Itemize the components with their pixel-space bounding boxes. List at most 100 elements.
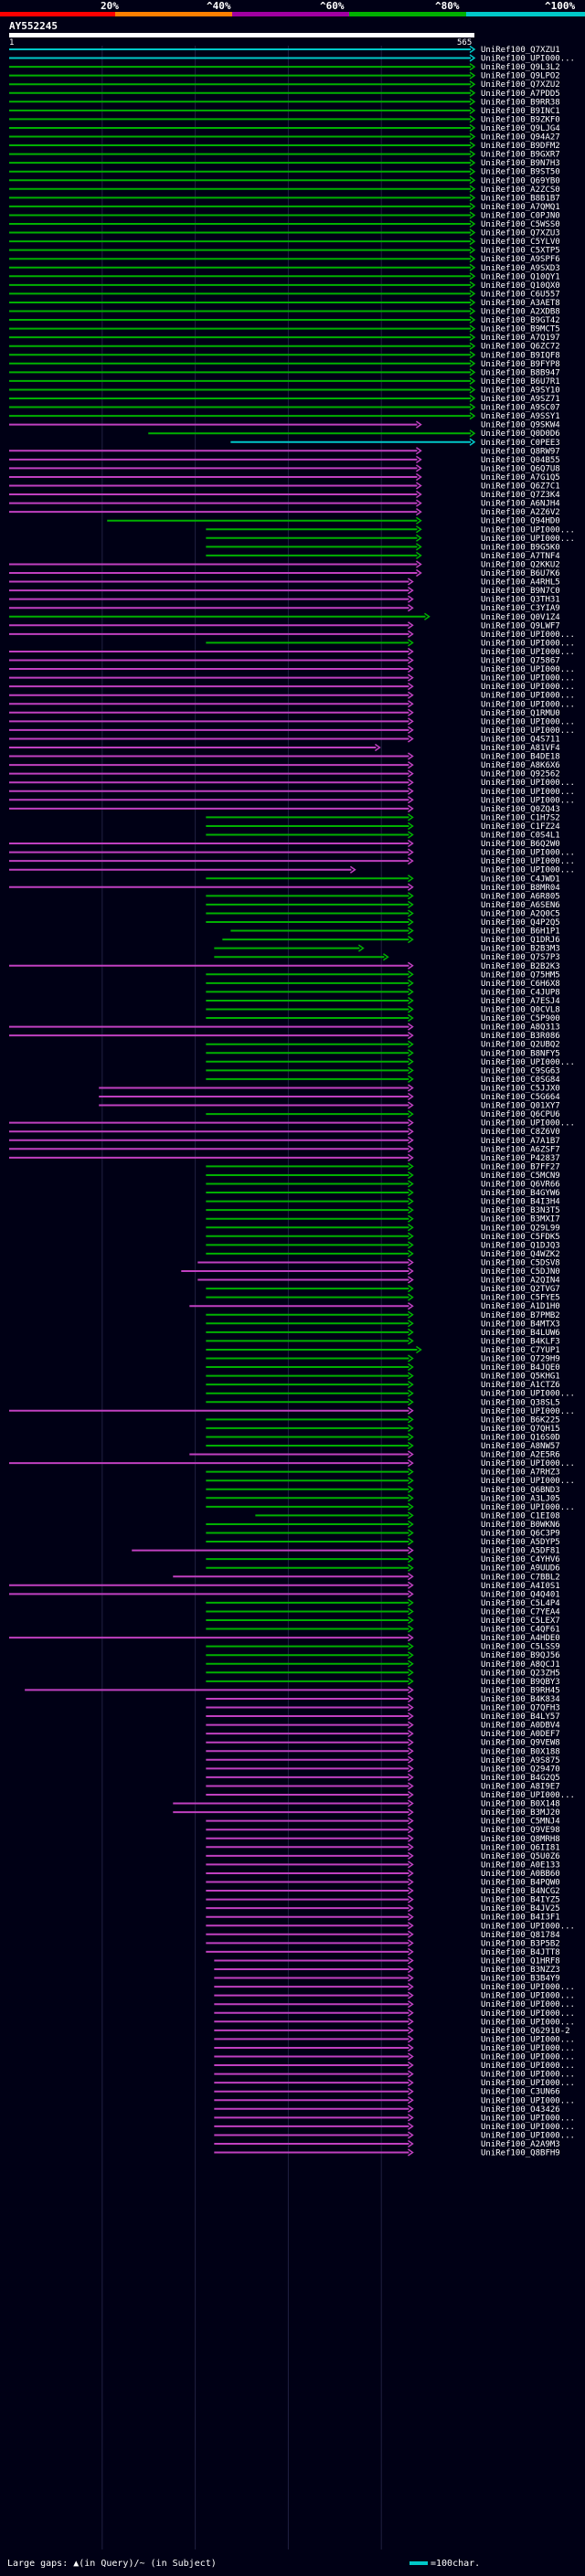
hit-label[interactable]: UniRef100_UPI000... [481,674,575,684]
hit-label[interactable]: UniRef100_B9ZKF0 [481,115,560,124]
hit-label[interactable]: UniRef100_C0PJN0 [481,211,560,220]
hit-label[interactable]: UniRef100_Q6Q7U8 [481,464,560,473]
hit-label[interactable]: UniRef100_B9INC1 [481,107,560,116]
hit-label[interactable]: UniRef100_UPI000... [481,857,575,866]
hit-label[interactable]: UniRef100_C5DJN0 [481,1267,560,1277]
hit-label[interactable]: UniRef100_Q6Z7C1 [481,482,560,492]
hit-label[interactable]: UniRef100_A9SY10 [481,386,560,395]
hit-label[interactable]: UniRef100_UPI000... [481,639,575,648]
hit-label[interactable]: UniRef100_Q0ZQ43 [481,805,560,814]
hit-label[interactable]: UniRef100_B2B3M3 [481,945,560,954]
hit-label[interactable]: UniRef100_B9ST50 [481,168,560,177]
hit-label[interactable]: UniRef100_B9QBY3 [481,1678,560,1687]
hit-label[interactable]: UniRef100_Q3TH31 [481,596,560,605]
hit-label[interactable]: UniRef100_Q8BFH9 [481,2149,560,2158]
hit-label[interactable]: UniRef100_C5P900 [481,1014,560,1023]
hit-label[interactable]: UniRef100_Q8MRH8 [481,1835,560,1844]
hit-label[interactable]: UniRef100_A6R805 [481,892,560,901]
hit-label[interactable]: UniRef100_B9IQF8 [481,351,560,360]
hit-label[interactable]: UniRef100_A7QMQ1 [481,203,560,212]
hit-label[interactable]: UniRef100_A6SEN6 [481,901,560,910]
hit-label[interactable]: UniRef100_UPI000... [481,2096,575,2105]
hit-label[interactable]: UniRef100_C9SG63 [481,1066,560,1076]
hit-label[interactable]: UniRef100_Q29470 [481,1765,560,1774]
hit-label[interactable]: UniRef100_C5G664 [481,1093,560,1102]
hit-label[interactable]: UniRef100_UPI000... [481,788,575,797]
hit-label[interactable]: UniRef100_A7TNF4 [481,552,560,561]
hit-label[interactable]: UniRef100_A5DYP5 [481,1538,560,1547]
hit-label[interactable]: UniRef100_B7FF27 [481,1162,560,1171]
hit-label[interactable]: UniRef100_B4G2Q5 [481,1774,560,1783]
hit-label[interactable]: UniRef100_B4JTT8 [481,1948,560,1957]
hit-label[interactable]: UniRef100_B7PMB2 [481,1311,560,1320]
hit-label[interactable]: UniRef100_B9RH45 [481,1686,560,1695]
hit-label[interactable]: UniRef100_A4HDE0 [481,1634,560,1643]
hit-label[interactable]: UniRef100_A3AET8 [481,299,560,308]
hit-label[interactable]: UniRef100_Q94A27 [481,133,560,143]
hit-label[interactable]: UniRef100_A6NJH4 [481,500,560,509]
hit-label[interactable]: UniRef100_B4MTX3 [481,1320,560,1329]
hit-label[interactable]: UniRef100_Q7XZU3 [481,229,560,239]
hit-label[interactable]: UniRef100_Q1HRF8 [481,1956,560,1966]
hit-label[interactable]: UniRef100_B2B2K3 [481,962,560,971]
hit-label[interactable]: UniRef100_Q62910-2 [481,2027,570,2036]
hit-label[interactable]: UniRef100_UPI000... [481,683,575,692]
hit-label[interactable]: UniRef100_B3N3T5 [481,1206,560,1215]
hit-label[interactable]: UniRef100_B9MCT5 [481,325,560,334]
hit-label[interactable]: UniRef100_UPI000... [481,2123,575,2132]
hit-label[interactable]: UniRef100_B9N7H3 [481,159,560,168]
hit-label[interactable]: UniRef100_C1FZ24 [481,822,560,832]
hit-label[interactable]: UniRef100_Q10QX0 [481,281,560,291]
hit-label[interactable]: UniRef100_Q7QH15 [481,1425,560,1434]
hit-label[interactable]: UniRef100_UPI000... [481,1791,575,1800]
hit-label[interactable]: UniRef100_C5YLV0 [481,238,560,247]
hit-label[interactable]: UniRef100_B4IYZ5 [481,1896,560,1905]
hit-label[interactable]: UniRef100_A8QCJ1 [481,1660,560,1670]
hit-label[interactable]: UniRef100_C4JWD1 [481,875,560,884]
hit-label[interactable]: UniRef100_C4YHV6 [481,1555,560,1564]
hit-label[interactable]: UniRef100_UPI000... [481,1922,575,1931]
hit-label[interactable]: UniRef100_B0WKN6 [481,1521,560,1530]
hit-label[interactable]: UniRef100_B4JQE0 [481,1363,560,1373]
hit-label[interactable]: UniRef100_Q1RMU0 [481,709,560,718]
hit-label[interactable]: UniRef100_UPI000... [481,779,575,788]
hit-label[interactable]: UniRef100_A7PDD5 [481,90,560,99]
hit-label[interactable]: UniRef100_B9N7C0 [481,587,560,596]
hit-label[interactable]: UniRef100_A2Q0C5 [481,909,560,918]
hit-label[interactable]: UniRef100_B3MXI7 [481,1215,560,1224]
hit-label[interactable]: UniRef100_Q92562 [481,770,560,779]
hit-label[interactable]: UniRef100_UPI000... [481,631,575,640]
hit-label[interactable]: UniRef100_Q75867 [481,657,560,666]
hit-label[interactable]: UniRef100_B9DFM2 [481,142,560,151]
hit-label[interactable]: UniRef100_UPI000... [481,796,575,805]
hit-label[interactable]: UniRef100_UPI000... [481,535,575,544]
hit-label[interactable]: UniRef100_C5MCN9 [481,1171,560,1181]
hit-label[interactable]: UniRef100_Q94HD0 [481,517,560,526]
hit-label[interactable]: UniRef100_C6H6X8 [481,980,560,989]
hit-label[interactable]: UniRef100_A9SC07 [481,404,560,413]
hit-label[interactable]: UniRef100_Q16S0D [481,1433,560,1442]
hit-label[interactable]: UniRef100_Q9VE98 [481,1826,560,1835]
hit-label[interactable]: UniRef100_Q7XZU2 [481,80,560,90]
hit-label[interactable]: UniRef100_Q9LPO2 [481,72,560,81]
hit-label[interactable]: UniRef100_C5JJX0 [481,1084,560,1093]
hit-label[interactable]: UniRef100_A81VF4 [481,744,560,753]
hit-label[interactable]: UniRef100_B3R086 [481,1032,560,1041]
hit-label[interactable]: UniRef100_Q69YB0 [481,176,560,186]
hit-label[interactable]: UniRef100_A4RHL5 [481,578,560,588]
hit-label[interactable]: UniRef100_Q75HM5 [481,970,560,980]
hit-label[interactable]: UniRef100_B4LUW6 [481,1329,560,1338]
hit-label[interactable]: UniRef100_A9UUD6 [481,1564,560,1574]
hit-label[interactable]: UniRef100_A9S875 [481,1756,560,1765]
hit-label[interactable]: UniRef100_B0X148 [481,1800,560,1809]
hit-label[interactable]: UniRef100_B8MR04 [481,884,560,893]
hit-label[interactable]: UniRef100_UPI000... [481,2079,575,2088]
hit-label[interactable]: UniRef100_Q6II81 [481,1843,560,1852]
hit-label[interactable]: UniRef100_A8Q313 [481,1023,560,1033]
hit-label[interactable]: UniRef100_A7ESJ4 [481,997,560,1006]
hit-label[interactable]: UniRef100_UPI000... [481,849,575,858]
hit-label[interactable]: UniRef100_Q4S711 [481,735,560,744]
hit-label[interactable]: UniRef100_UPI000... [481,692,575,701]
hit-label[interactable]: UniRef100_C0SG84 [481,1076,560,1085]
hit-label[interactable]: UniRef100_C0S4L1 [481,832,560,841]
